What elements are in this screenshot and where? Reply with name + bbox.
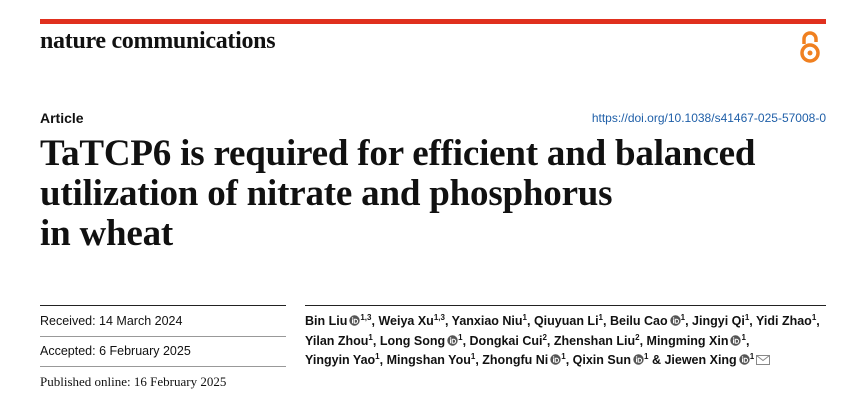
- affiliation: 1: [561, 351, 566, 361]
- rule: [40, 336, 286, 337]
- author-name[interactable]: Mingming Xin: [646, 333, 729, 348]
- orcid-icon[interactable]: [633, 354, 644, 365]
- separator: ,: [372, 333, 377, 348]
- affiliation: 1: [811, 312, 817, 322]
- separator: ,: [639, 333, 644, 348]
- orcid-icon[interactable]: [669, 315, 681, 326]
- author-name[interactable]: Qiuyuan Li: [533, 314, 599, 328]
- affiliation: 1: [598, 312, 603, 322]
- author: Long Song 1,: [379, 332, 467, 348]
- author-name[interactable]: Bin Liu: [305, 314, 348, 328]
- email-icon[interactable]: [756, 355, 771, 365]
- affiliation: 1: [741, 332, 746, 342]
- affiliation: 1: [368, 332, 373, 342]
- article-title: TaTCP6 is required for efficient and bal…: [40, 134, 755, 254]
- affiliation: 1: [458, 332, 463, 342]
- separator: ,: [371, 314, 375, 328]
- author: Dongkai Cui2,: [469, 332, 551, 348]
- affiliation: 1: [375, 351, 380, 361]
- author: Bin Liu 1,3,: [305, 312, 375, 328]
- separator: ,: [565, 353, 570, 367]
- author-name[interactable]: Zhongfu Ni: [482, 353, 549, 367]
- title-line: utilization of nitrate and phosphorus: [40, 173, 613, 214]
- author-name[interactable]: Zhenshan Liu: [553, 333, 636, 348]
- orcid-icon[interactable]: [447, 334, 458, 346]
- author-name[interactable]: Qixin Sun: [572, 353, 631, 367]
- author-name[interactable]: Mingshan You: [386, 353, 471, 367]
- title-line: in wheat: [40, 213, 174, 254]
- affiliation: 1: [749, 351, 755, 361]
- separator: ,: [475, 353, 479, 367]
- affiliation: 2: [635, 332, 640, 342]
- author-name[interactable]: Yilan Zhou: [305, 333, 369, 348]
- author-name[interactable]: Dongkai Cui: [469, 333, 543, 348]
- received-date: Received: 14 March 2024: [40, 314, 183, 328]
- author: Jiewen Xing 1: [664, 351, 771, 367]
- open-access-icon: [800, 31, 820, 63]
- rule: [40, 305, 286, 306]
- separator: ,: [745, 333, 750, 348]
- published-date: Published online: 16 February 2025: [40, 374, 227, 389]
- author-name[interactable]: Jiewen Xing: [664, 353, 737, 367]
- author: Zhongfu Ni 1,: [482, 351, 570, 367]
- affiliation: 1,3: [360, 312, 372, 322]
- affiliation: 1: [470, 351, 476, 361]
- author: Qiuyuan Li1,: [533, 312, 607, 328]
- affiliation: 1: [680, 312, 686, 322]
- author: Yilan Zhou1,: [305, 332, 377, 348]
- author: Weiya Xu1,3,: [378, 312, 449, 328]
- article-type: Article: [40, 110, 84, 126]
- orcid-icon[interactable]: [730, 334, 742, 346]
- affiliation: 1: [522, 312, 527, 322]
- author: Qixin Sun 1: [572, 351, 649, 367]
- separator: ,: [462, 333, 467, 348]
- orcid-icon[interactable]: [349, 315, 361, 326]
- author: Zhenshan Liu2,: [553, 332, 644, 348]
- affiliation: 1: [744, 312, 750, 322]
- doi-link[interactable]: https://doi.org/10.1038/s41467-025-57008…: [591, 111, 826, 125]
- orcid-icon[interactable]: [550, 354, 561, 365]
- separator: ,: [749, 314, 753, 328]
- rule: [305, 305, 826, 306]
- affiliation: 2: [542, 332, 547, 342]
- rule: [40, 366, 286, 367]
- author: Mingming Xin 1,: [646, 332, 750, 348]
- journal-name: nature communications: [40, 28, 276, 54]
- author-name[interactable]: Beilu Cao: [609, 314, 668, 328]
- author: Yingyin Yao1,: [305, 351, 384, 367]
- separator: ,: [379, 353, 384, 367]
- title-line: TaTCP6 is required for efficient and bal…: [40, 133, 756, 174]
- author-list: Bin Liu 1,3, Weiya Xu1,3, Yanxiao Niu1, Q…: [305, 312, 825, 371]
- separator: ,: [526, 314, 531, 328]
- author-name[interactable]: Weiya Xu: [378, 314, 434, 328]
- separator: ,: [603, 314, 607, 328]
- author: Yanxiao Niu1,: [451, 312, 531, 328]
- author-name[interactable]: Yanxiao Niu: [451, 314, 523, 328]
- affiliation: 1: [644, 351, 649, 361]
- separator: ,: [546, 333, 551, 348]
- separator: &: [651, 353, 661, 367]
- author: Jingyi Qi1,: [692, 312, 753, 328]
- author-name[interactable]: Long Song: [379, 333, 446, 348]
- separator: ,: [444, 314, 449, 328]
- author-name[interactable]: Yingyin Yao: [305, 353, 376, 367]
- accepted-date: Accepted: 6 February 2025: [40, 344, 191, 358]
- author-name[interactable]: Yidi Zhao: [756, 314, 812, 328]
- orcid-icon[interactable]: [739, 354, 750, 365]
- author-name[interactable]: Jingyi Qi: [692, 314, 745, 328]
- author: Mingshan You1,: [386, 351, 479, 367]
- affiliation: 1,3: [433, 312, 445, 322]
- author: Beilu Cao 1,: [609, 312, 689, 328]
- author: Yidi Zhao1,: [756, 312, 820, 328]
- top-bar: [40, 19, 826, 24]
- separator: ,: [685, 314, 689, 328]
- separator: ,: [816, 314, 820, 328]
